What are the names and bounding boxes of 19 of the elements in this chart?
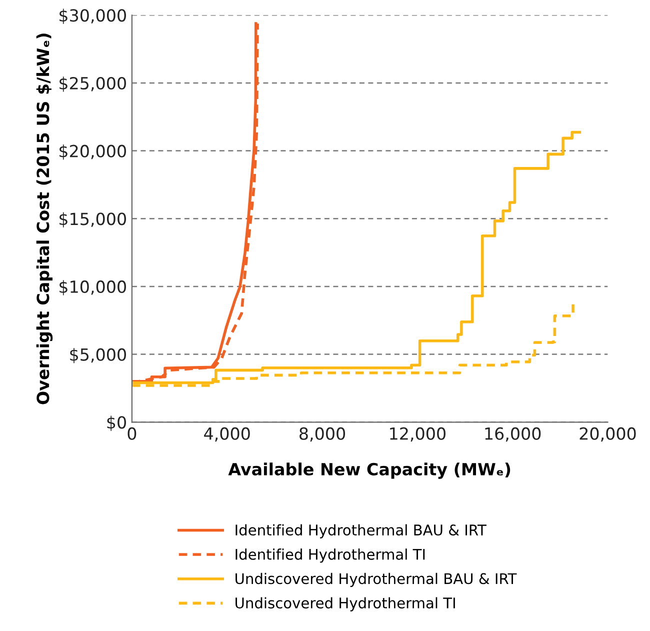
y-tick-label: $20,000 [60,144,126,160]
y-tick-label: $15,000 [60,212,126,228]
y-axis-title: Overnight Capital Cost (2015 US $/kWₑ) [36,34,53,404]
x-tick-label: 4,000 [204,427,250,442]
x-tick-label: 12,000 [390,427,446,442]
legend-label: Undiscovered Hydrothermal TI [236,597,455,612]
legend-label: Identified Hydrothermal TI [236,548,425,563]
y-tick-label: $5,000 [70,348,126,364]
y-tick-label: $0 [107,416,126,431]
legend-label: Identified Hydrothermal BAU & IRT [236,524,486,538]
x-tick-label: 20,000 [580,427,636,442]
x-tick-label: 16,000 [485,427,541,442]
legend-label: Undiscovered Hydrothermal BAU & IRT [236,572,517,587]
y-tick-label: $30,000 [60,8,126,24]
y-tick-label: $25,000 [60,76,126,92]
y-tick-label: $10,000 [60,280,126,296]
x-tick-label: 8,000 [300,427,346,442]
x-tick-label: 0 [128,427,136,440]
x-axis-title: Available New Capacity (MWₑ) [228,462,510,479]
